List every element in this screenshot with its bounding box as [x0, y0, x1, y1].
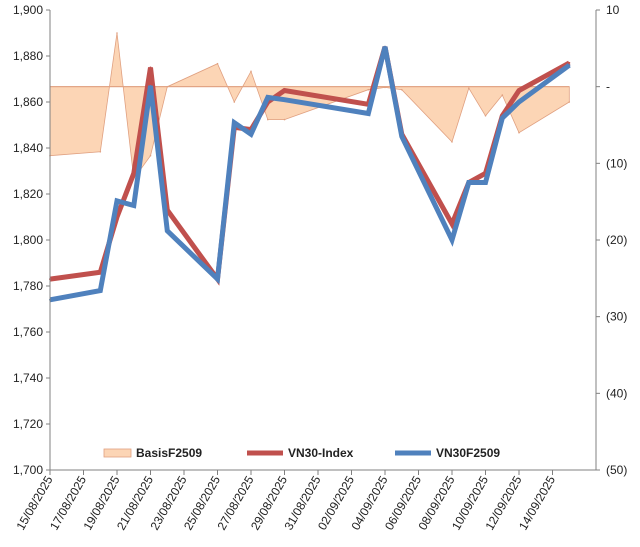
- basis-point: [149, 154, 152, 157]
- right-axis-tick-label: 10: [606, 3, 620, 17]
- vn30-index-point: [132, 172, 135, 175]
- vn30f2509-point: [400, 135, 403, 138]
- left-axis-tick-label: 1,700: [13, 463, 43, 477]
- left-axis-tick-label: 1,860: [13, 95, 43, 109]
- vn30f2509-point: [451, 239, 453, 241]
- vn30f2509-point: [283, 98, 286, 101]
- vn30-index-point: [568, 61, 571, 64]
- left-axis-tick-label: 1,720: [13, 417, 43, 431]
- basis-point: [568, 101, 571, 103]
- vn30-index-point: [149, 66, 152, 69]
- right-axis-tick-label: (20): [606, 233, 627, 247]
- vn30f2509-point: [216, 278, 219, 281]
- vn30-index-point: [283, 89, 286, 92]
- legend-label-vn30-index: VN30-Index: [288, 446, 354, 460]
- basis-point: [99, 151, 102, 153]
- basis-point: [501, 94, 504, 96]
- left-axis-tick-label: 1,740: [13, 371, 43, 385]
- basis-point: [451, 141, 453, 143]
- vn30f2509-point: [233, 121, 236, 124]
- right-axis-tick-label: -: [606, 80, 610, 94]
- left-axis-tick-label: 1,760: [13, 325, 43, 339]
- vn30f2509-point: [518, 101, 520, 103]
- right-axis-tick-label: (50): [606, 463, 627, 477]
- basis-point: [283, 118, 286, 121]
- vn30f2509-line: [49, 46, 571, 303]
- basis-point: [484, 115, 487, 117]
- vn30f2509-point: [266, 96, 269, 99]
- legend-label-vn30f2509: VN30F2509: [436, 446, 500, 460]
- basis-point: [468, 87, 470, 89]
- left-axis-tick-label: 1,900: [13, 3, 43, 17]
- vn30f2509-point: [149, 84, 152, 87]
- vn30f2509-point: [367, 112, 370, 115]
- basis-point: [518, 131, 520, 134]
- left-axis-tick-label: 1,880: [13, 49, 43, 63]
- right-axis-tick-label: (10): [606, 156, 627, 170]
- basis-point: [216, 62, 219, 65]
- vn30f2509-point: [250, 133, 252, 136]
- vn30f2509-point: [384, 45, 386, 48]
- vn30f2509-point: [568, 64, 571, 67]
- legend: BasisF2509 VN30-Index VN30F2509: [103, 446, 500, 460]
- legend-swatch-basisf2509: [103, 448, 132, 458]
- basis-point: [250, 70, 252, 73]
- vn30f2509-point: [484, 181, 487, 184]
- left-axis-tick-label: 1,840: [13, 141, 43, 155]
- basis-point: [367, 88, 370, 91]
- vn30f2509-point: [467, 181, 470, 184]
- right-axis-tick-label: (30): [606, 310, 627, 324]
- vn30-index-point: [518, 89, 520, 92]
- right-axis-tick-label: (40): [606, 386, 627, 400]
- vn30-index-point: [451, 222, 453, 225]
- vn30f2509-point: [99, 289, 102, 292]
- left-axis-tick-label: 1,820: [13, 187, 43, 201]
- axes: [46, 9, 600, 475]
- vn30f2509-point: [116, 199, 118, 202]
- legend-label-basisf2509: BasisF2509: [136, 446, 202, 460]
- left-axis-tick-label: 1,800: [13, 233, 43, 247]
- basis-point: [116, 32, 118, 34]
- vn30-index-point: [99, 271, 102, 274]
- left-axis-tick-label: 1,780: [13, 279, 43, 293]
- basis-point: [233, 101, 236, 103]
- basis-point: [401, 88, 403, 91]
- vn30f2509-point: [501, 117, 504, 120]
- vn30f2509-point: [166, 229, 169, 232]
- vn30f2509-point: [132, 204, 135, 207]
- basis-point: [267, 118, 269, 121]
